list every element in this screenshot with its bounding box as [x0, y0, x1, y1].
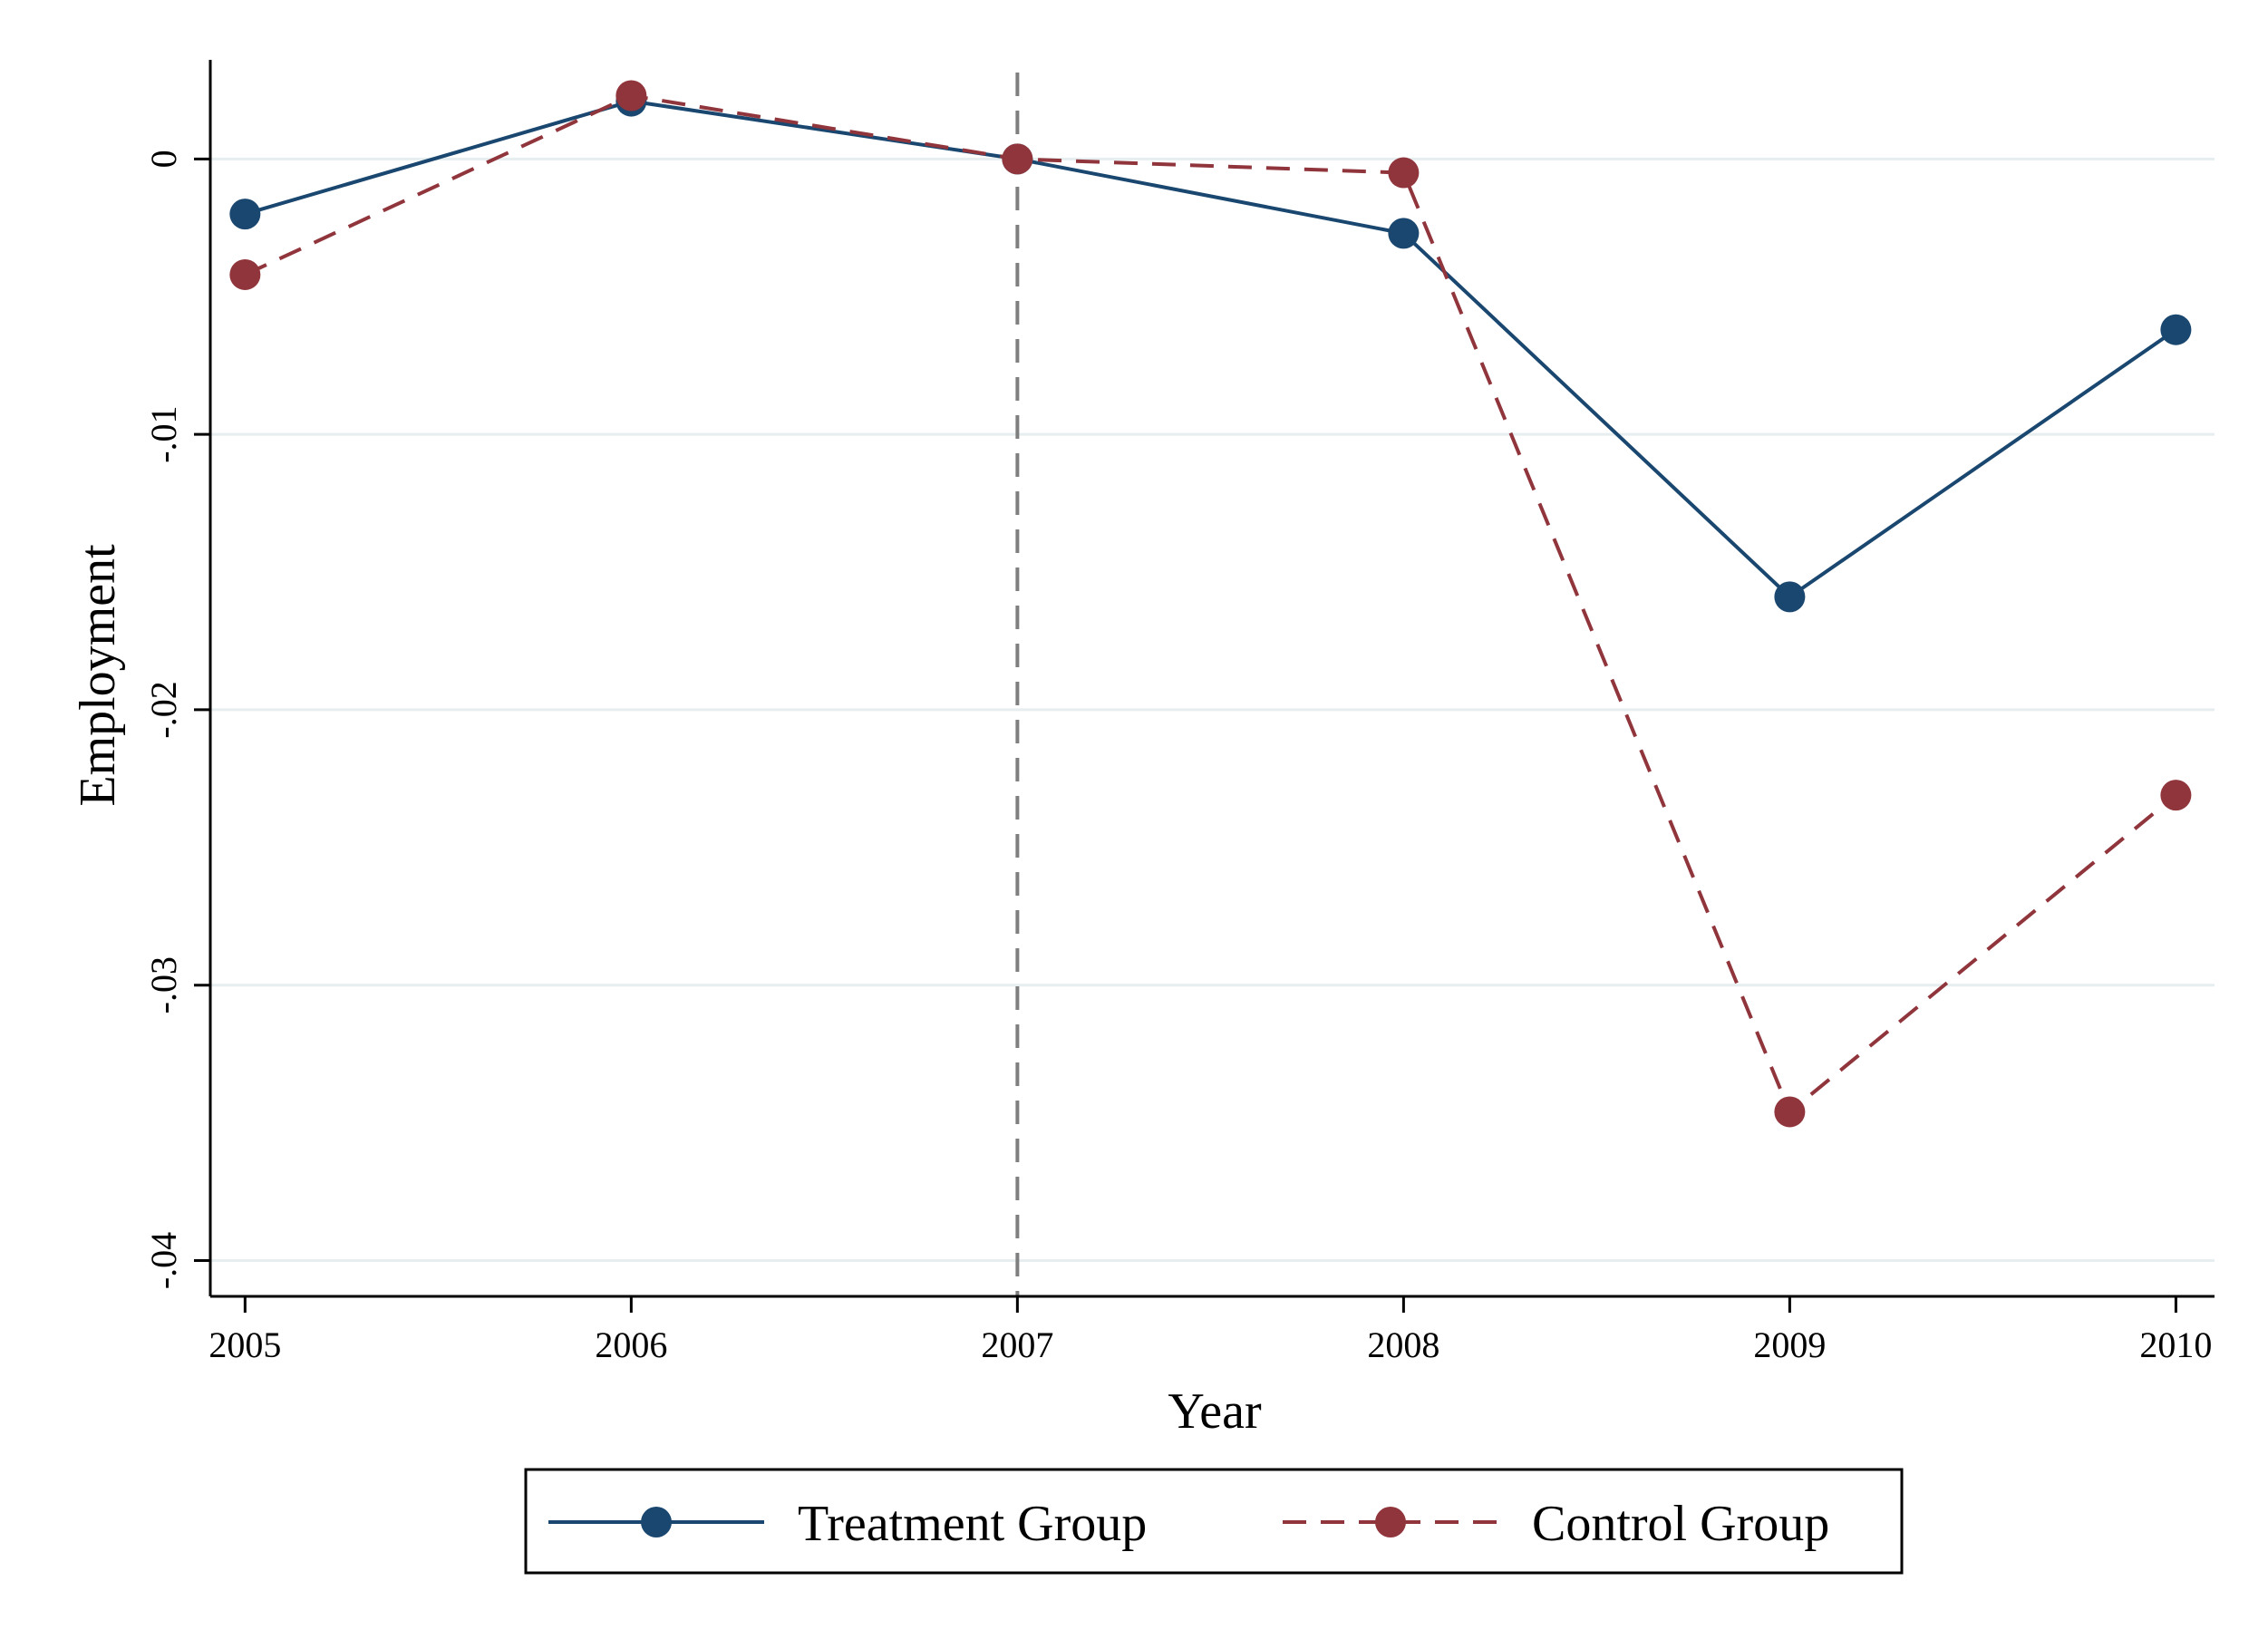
x-tick-label: 2009: [1753, 1324, 1826, 1365]
x-tick-label: 2005: [208, 1324, 281, 1365]
legend: Treatment Group Control Group: [524, 1468, 1904, 1575]
y-tick-label: -.02: [143, 681, 184, 738]
data-point: [615, 80, 647, 112]
y-ticks: 0 -.01 -.02 -.03 -.04: [143, 150, 210, 1289]
x-tick-label: 2006: [595, 1324, 667, 1365]
legend-marker-treatment: [641, 1507, 672, 1537]
data-point: [1388, 218, 1420, 249]
y-tick-label: 0: [143, 150, 184, 168]
y-axis-title: Employment: [70, 544, 126, 807]
y-tick-label: -.01: [143, 405, 184, 462]
x-ticks: 2005 2006 2007 2008 2009 2010: [208, 1296, 2212, 1365]
series-layer: [229, 80, 2192, 1128]
series-line: [244, 99, 2177, 599]
data-point: [2160, 780, 2192, 811]
legend-label-treatment: Treatment Group: [798, 1496, 1147, 1552]
x-tick-label: 2008: [1367, 1324, 1439, 1365]
x-tick-label: 2010: [2139, 1324, 2212, 1365]
legend-label-control: Control Group: [1532, 1496, 1829, 1552]
data-point: [229, 199, 261, 230]
gridlines: [210, 157, 2215, 1263]
x-tick-label: 2007: [981, 1324, 1053, 1365]
y-tick-label: -.03: [143, 956, 184, 1014]
data-point: [1388, 157, 1420, 189]
data-point: [229, 258, 261, 290]
series-line: [244, 93, 2177, 1114]
data-point: [1002, 143, 1033, 175]
legend-item-control: Control Group: [1283, 1496, 1829, 1552]
legend-item-treatment: Treatment Group: [548, 1496, 1147, 1552]
data-point: [1774, 581, 1806, 613]
axes: [208, 60, 2215, 1298]
data-point: [2160, 314, 2192, 345]
series-control: [229, 80, 2192, 1128]
y-tick-label: -.04: [143, 1232, 184, 1289]
data-point: [1774, 1096, 1806, 1128]
x-axis-title: Year: [1168, 1383, 1262, 1440]
legend-marker-control: [1375, 1507, 1406, 1537]
